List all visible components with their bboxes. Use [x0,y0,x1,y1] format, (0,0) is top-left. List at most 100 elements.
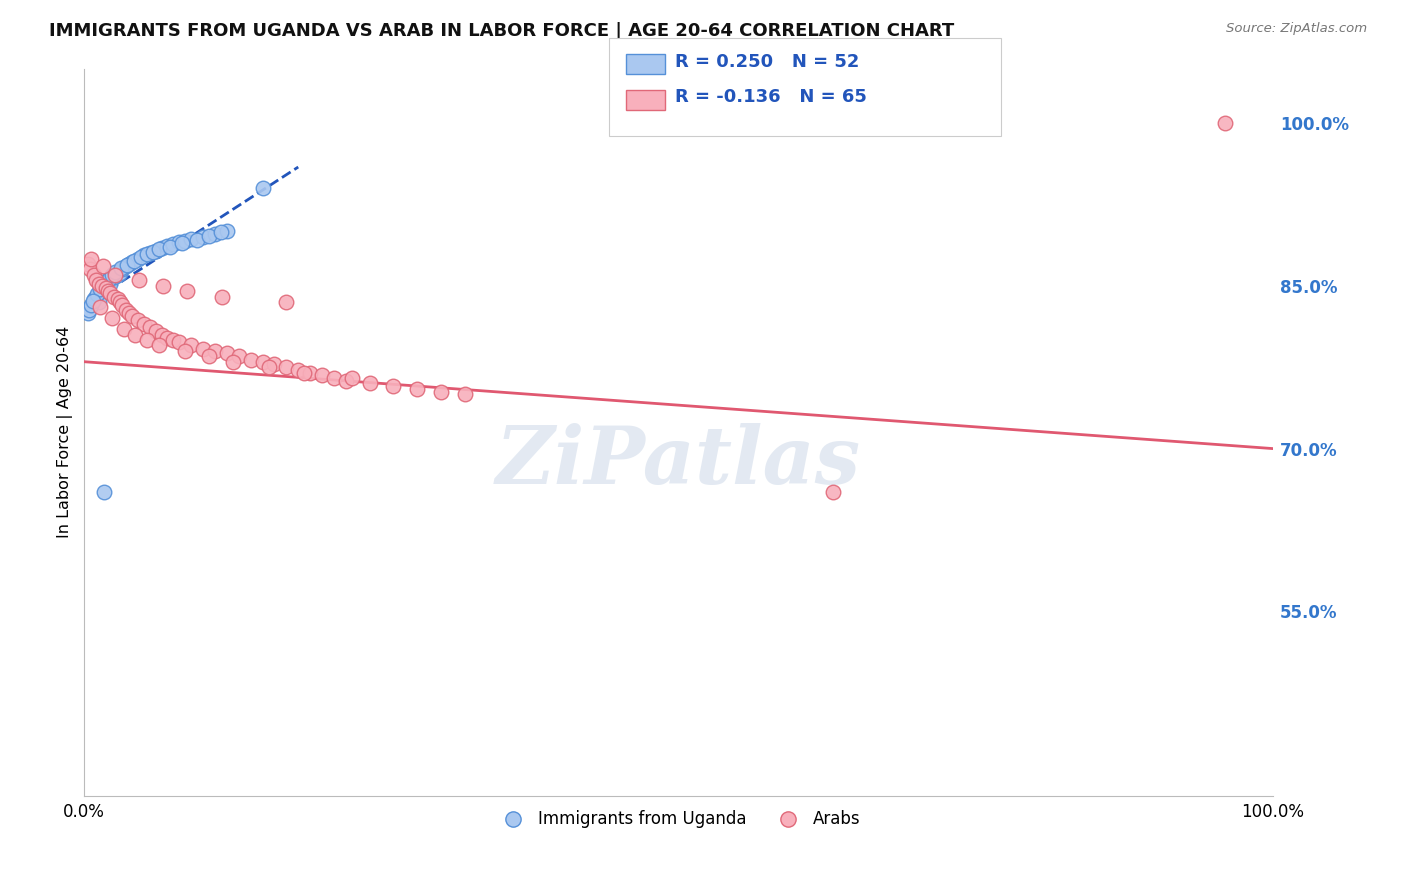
Point [148,338,170,352]
Point [180,338,202,352]
Point [142,245,165,260]
Point [222,355,245,369]
Point [76,257,98,271]
Point [127,313,149,327]
Point [228,349,250,363]
Point [115,258,138,272]
Point [79,301,101,315]
Point [148,242,170,256]
Point [292,366,315,380]
Point [152,278,174,293]
Point [335,374,357,388]
Text: R = 0.250   N = 52: R = 0.250 N = 52 [675,53,859,70]
Point [156,331,179,345]
Point [97,273,120,287]
Point [91,276,114,290]
Point [83,292,105,306]
Point [127,252,149,266]
Point [131,251,153,265]
Point [82,293,104,308]
Point [84,289,107,303]
Point [100,286,122,301]
Point [823,485,845,500]
Point [276,360,298,375]
Point [150,327,173,342]
Point [103,289,125,303]
Point [100,277,122,291]
Point [162,333,184,347]
Point [191,342,214,356]
Point [252,355,274,369]
Point [198,228,221,243]
Text: ZiPatlas: ZiPatlas [496,423,860,500]
Point [322,371,344,385]
Y-axis label: In Labor Force | Age 20-64: In Labor Force | Age 20-64 [58,326,73,539]
Point [215,346,238,360]
Point [145,244,167,258]
Point [257,360,280,375]
Point [107,268,129,282]
Point [89,301,111,315]
Point [430,385,453,400]
Point [104,264,127,278]
Point [112,322,135,336]
Point [76,306,98,320]
Point [97,284,120,298]
Point [128,273,150,287]
Point [287,363,309,377]
Point [132,317,155,331]
Point [340,371,363,385]
Point [132,248,155,262]
Point [87,277,110,291]
Point [91,259,114,273]
Point [204,227,226,241]
Point [118,306,141,320]
Text: IMMIGRANTS FROM UGANDA VS ARAB IN LABOR FORCE | AGE 20-64 CORRELATION CHART: IMMIGRANTS FROM UGANDA VS ARAB IN LABOR … [49,22,955,40]
Point [122,253,145,268]
Point [174,343,197,358]
Point [108,266,131,280]
Point [83,268,105,282]
Point [180,232,202,246]
Point [98,272,121,286]
Point [115,302,138,317]
Point [311,368,333,382]
Point [111,298,134,312]
Point [79,262,101,277]
Point [169,235,191,250]
Point [211,289,233,303]
Point [136,247,159,261]
Point [107,292,129,306]
Point [110,261,132,276]
Point [209,226,232,240]
Point [111,262,134,277]
Point [100,311,122,326]
Point [138,320,160,334]
Point [176,284,198,298]
Point [86,287,108,301]
Point [138,246,160,260]
Point [1215,116,1237,130]
Point [121,309,143,323]
Point [276,295,298,310]
Text: Source: ZipAtlas.com: Source: ZipAtlas.com [1226,22,1367,36]
Point [159,239,181,253]
Point [145,324,167,338]
Point [93,485,115,500]
Point [84,273,107,287]
Point [121,255,143,269]
Point [359,376,381,391]
Point [406,382,429,396]
Point [169,335,191,350]
Point [150,241,173,255]
Point [94,278,117,293]
Point [103,270,125,285]
Point [174,234,197,248]
Point [80,252,103,266]
Point [198,349,221,363]
Point [80,298,103,312]
Point [91,284,114,298]
Point [382,378,405,392]
Point [215,224,238,238]
Point [115,259,138,273]
